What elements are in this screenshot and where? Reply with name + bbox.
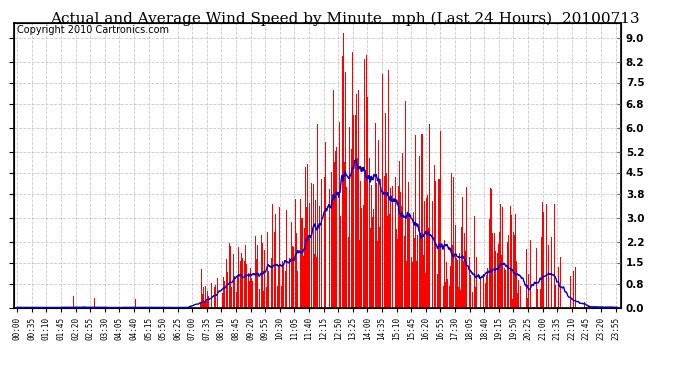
Text: Actual and Average Wind Speed by Minute  mph (Last 24 Hours)  20100713: Actual and Average Wind Speed by Minute … <box>50 11 640 26</box>
Text: Copyright 2010 Cartronics.com: Copyright 2010 Cartronics.com <box>17 26 169 35</box>
